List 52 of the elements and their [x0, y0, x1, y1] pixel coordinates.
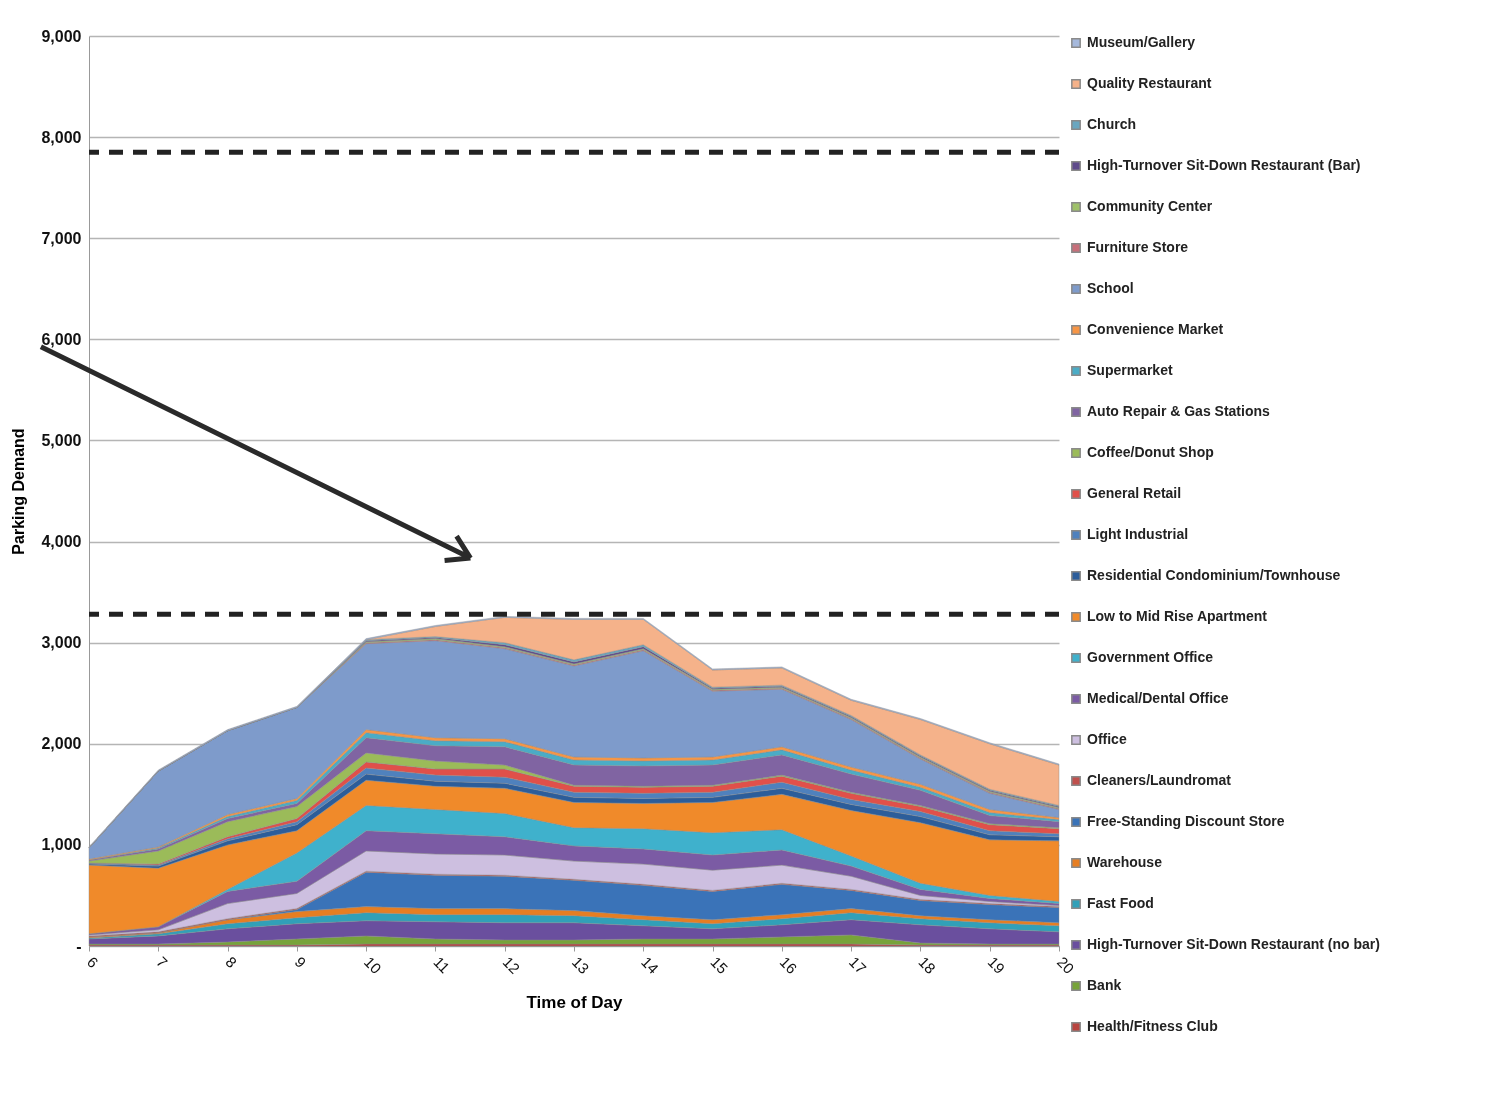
y-axis-title: Parking Demand: [10, 428, 28, 555]
x-tick-label: 16: [776, 953, 801, 977]
legend-label: Furniture Store: [1087, 239, 1189, 255]
legend-label: Museum/Gallery: [1087, 34, 1196, 50]
x-tick-label: 17: [845, 953, 870, 977]
y-tick-label: 6,000: [41, 330, 82, 348]
y-tick-label: 8,000: [41, 128, 82, 146]
legend-label: Warehouse: [1087, 854, 1163, 870]
x-tick-label: 6: [83, 953, 102, 972]
legend-label: Light Industrial: [1087, 526, 1189, 542]
legend-label: High-Turnover Sit-Down Restaurant (no bar): [1087, 936, 1380, 952]
y-tick-label: 4,000: [41, 533, 82, 551]
legend-label: Coffee/Donut Shop: [1087, 444, 1214, 460]
legend-label: Government Office: [1087, 649, 1214, 665]
y-tick-label: -: [76, 937, 82, 955]
legend-label: Supermarket: [1087, 362, 1173, 378]
legend-label: Residential Condominium/Townhouse: [1087, 567, 1341, 583]
x-tick-label: 11: [430, 953, 454, 977]
legend-label: Fast Food: [1087, 895, 1154, 911]
x-tick-label: 12: [499, 953, 524, 977]
y-tick-label: 1,000: [41, 836, 82, 854]
legend-label: Quality Restaurant: [1087, 75, 1212, 91]
x-tick-label: 19: [984, 953, 1009, 977]
legend-label: School: [1087, 280, 1134, 296]
x-tick-label: 20: [1053, 953, 1078, 977]
x-tick-label: 10: [360, 953, 385, 977]
x-tick-label: 14: [638, 953, 662, 977]
legend-label: Bank: [1087, 977, 1122, 993]
legend-label: Community Center: [1087, 198, 1213, 214]
legend-label: Office: [1087, 731, 1127, 747]
x-axis-title: Time of Day: [526, 992, 624, 1012]
legend-label: Medical/Dental Office: [1087, 690, 1229, 706]
legend-label: Cleaners/Laundromat: [1087, 772, 1232, 788]
legend-label: Low to Mid Rise Apartment: [1087, 608, 1268, 624]
legend-label: Health/Fitness Club: [1087, 1018, 1218, 1034]
x-tick-label: 9: [291, 953, 310, 972]
y-tick-label: 2,000: [41, 735, 82, 753]
x-tick-label: 8: [222, 953, 241, 972]
x-tick-label: 15: [707, 953, 732, 977]
legend-label: General Retail: [1087, 485, 1182, 501]
legend-label: Auto Repair & Gas Stations: [1087, 403, 1271, 419]
y-tick-label: 7,000: [41, 229, 82, 247]
legend-label: Convenience Market: [1087, 321, 1224, 337]
y-tick-label: 5,000: [41, 431, 82, 449]
y-tick-label: 3,000: [41, 634, 82, 652]
x-tick-label: 7: [153, 953, 172, 972]
x-tick-label: 18: [915, 953, 940, 977]
y-tick-label: 9,000: [41, 27, 82, 45]
legend-label: Free-Standing Discount Store: [1087, 813, 1285, 829]
x-tick-label: 13: [568, 953, 593, 977]
legend-label: Church: [1087, 116, 1136, 132]
legend-label: High-Turnover Sit-Down Restaurant (Bar): [1087, 157, 1361, 173]
